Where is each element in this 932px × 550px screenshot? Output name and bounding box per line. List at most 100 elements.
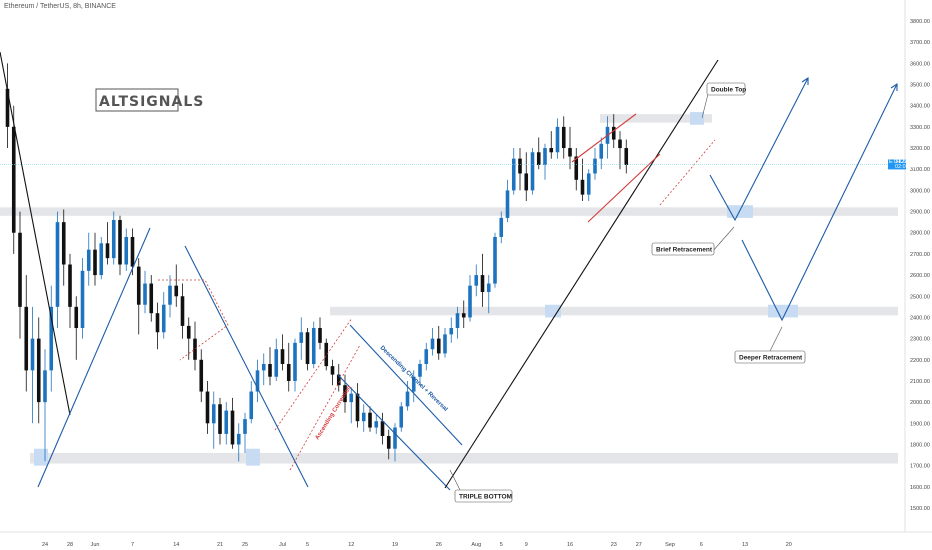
candle bbox=[186, 317, 191, 360]
candle bbox=[374, 414, 379, 434]
deeper-retracement-box bbox=[734, 350, 806, 364]
candles-layer bbox=[5, 63, 629, 462]
candle bbox=[549, 131, 554, 159]
candle bbox=[155, 302, 160, 350]
time-tick-label: Sep bbox=[665, 542, 675, 548]
long-uptrend-line-black bbox=[444, 59, 719, 489]
candle-body bbox=[111, 220, 116, 259]
candle-body bbox=[555, 126, 560, 153]
price-tick-label: 2000.00 bbox=[910, 400, 930, 406]
candle bbox=[543, 143, 547, 180]
candle-body bbox=[243, 419, 247, 434]
brief-retracement-callout: Brief Retracement bbox=[651, 226, 735, 256]
uptrend-line-blue-1 bbox=[37, 227, 151, 488]
candle bbox=[199, 349, 204, 403]
candle-body bbox=[105, 243, 110, 259]
time-tick-label: 9 bbox=[525, 542, 528, 548]
highlight-bottom-21 bbox=[246, 448, 260, 466]
candle bbox=[474, 264, 479, 297]
candle-body bbox=[268, 364, 272, 377]
deeper-retracement-pointer bbox=[769, 326, 783, 352]
candle bbox=[205, 380, 210, 434]
price-tick-label: 1800.00 bbox=[910, 442, 930, 448]
candle bbox=[449, 317, 454, 343]
candle-body bbox=[524, 173, 529, 191]
candle-body bbox=[168, 285, 172, 305]
price-tick-label: 3700.00 bbox=[910, 40, 930, 46]
candle-body bbox=[418, 364, 422, 377]
time-tick-label: Jul bbox=[279, 542, 286, 548]
candle bbox=[555, 118, 560, 159]
candle bbox=[593, 148, 597, 180]
candle-body bbox=[136, 266, 141, 305]
downtrend-line-blue-2 bbox=[184, 245, 309, 488]
candle-body bbox=[455, 313, 460, 329]
price-axis[interactable]: 1500.00 1600.00 1700.00 1800.00 1900.00 2000.… bbox=[910, 19, 930, 512]
price-tick-label: 3400.00 bbox=[910, 104, 930, 110]
price-tick-label: 3800.00 bbox=[910, 19, 930, 25]
highlight-brief-target bbox=[727, 205, 753, 218]
candle-body bbox=[93, 249, 97, 276]
time-tick-label: 6 bbox=[700, 542, 703, 548]
price-tick-label: 1900.00 bbox=[910, 421, 930, 427]
candle bbox=[499, 211, 504, 244]
time-tick-label: 20 bbox=[786, 542, 792, 548]
deeper-retracement-label: Deeper Retracement bbox=[739, 355, 803, 362]
candle bbox=[586, 169, 591, 201]
candle-body bbox=[186, 325, 191, 339]
candle bbox=[461, 300, 466, 329]
candle bbox=[355, 383, 360, 428]
current-price-value: 3122.72 bbox=[895, 159, 915, 165]
candle bbox=[93, 232, 97, 286]
candle bbox=[30, 306, 35, 424]
candle-body bbox=[149, 283, 154, 314]
candle-body bbox=[36, 338, 41, 403]
candle bbox=[236, 423, 241, 462]
candle-body bbox=[224, 410, 229, 434]
candle bbox=[436, 325, 441, 360]
time-axis[interactable]: 24 28 Jun 7 14 21 25 Jul 5 12 19 26 Aug 5 9 16 23 27 Sep 6 1… bbox=[42, 542, 792, 548]
descending-channel-upper bbox=[349, 324, 463, 446]
candle-body bbox=[449, 328, 454, 335]
price-tick-label: 3500.00 bbox=[910, 83, 930, 89]
candle bbox=[305, 328, 310, 371]
candle-body bbox=[305, 332, 310, 365]
candle bbox=[86, 232, 91, 286]
candle-body bbox=[18, 232, 22, 307]
candle-body bbox=[493, 236, 497, 284]
candle-body bbox=[124, 236, 129, 265]
candle-body bbox=[499, 217, 504, 237]
candle bbox=[486, 275, 491, 314]
candle bbox=[230, 397, 235, 449]
highlight-bottom-24 bbox=[34, 448, 48, 466]
candle-body bbox=[355, 393, 360, 422]
candle-body bbox=[530, 152, 535, 191]
time-tick-label: 24 bbox=[42, 542, 48, 548]
candle-body bbox=[386, 436, 391, 449]
candle-body bbox=[436, 338, 441, 354]
candle-body bbox=[174, 285, 179, 297]
brief-retracement-label: Brief Retracement bbox=[656, 247, 713, 254]
candle-body bbox=[118, 220, 122, 265]
candle-body bbox=[574, 156, 579, 180]
highlight-mid-aug bbox=[545, 304, 561, 318]
brief-retracement-box bbox=[651, 242, 715, 256]
candle bbox=[380, 412, 385, 445]
candle bbox=[343, 374, 347, 413]
candle bbox=[505, 179, 510, 223]
candle-body bbox=[374, 421, 379, 428]
projection-path-1 bbox=[709, 77, 809, 222]
double-top-pointer bbox=[701, 93, 709, 119]
candle bbox=[255, 359, 260, 403]
highlight-deeper-target bbox=[768, 304, 798, 318]
current-price-countdown: 02:05:25 bbox=[895, 164, 916, 170]
candle bbox=[161, 292, 166, 339]
time-tick-label: 12 bbox=[348, 542, 354, 548]
candle-body bbox=[193, 338, 197, 360]
candle bbox=[111, 211, 116, 265]
price-tick-label: 1600.00 bbox=[910, 485, 930, 491]
candle-body bbox=[549, 148, 554, 153]
candle-body bbox=[155, 313, 160, 333]
candle bbox=[418, 359, 422, 386]
